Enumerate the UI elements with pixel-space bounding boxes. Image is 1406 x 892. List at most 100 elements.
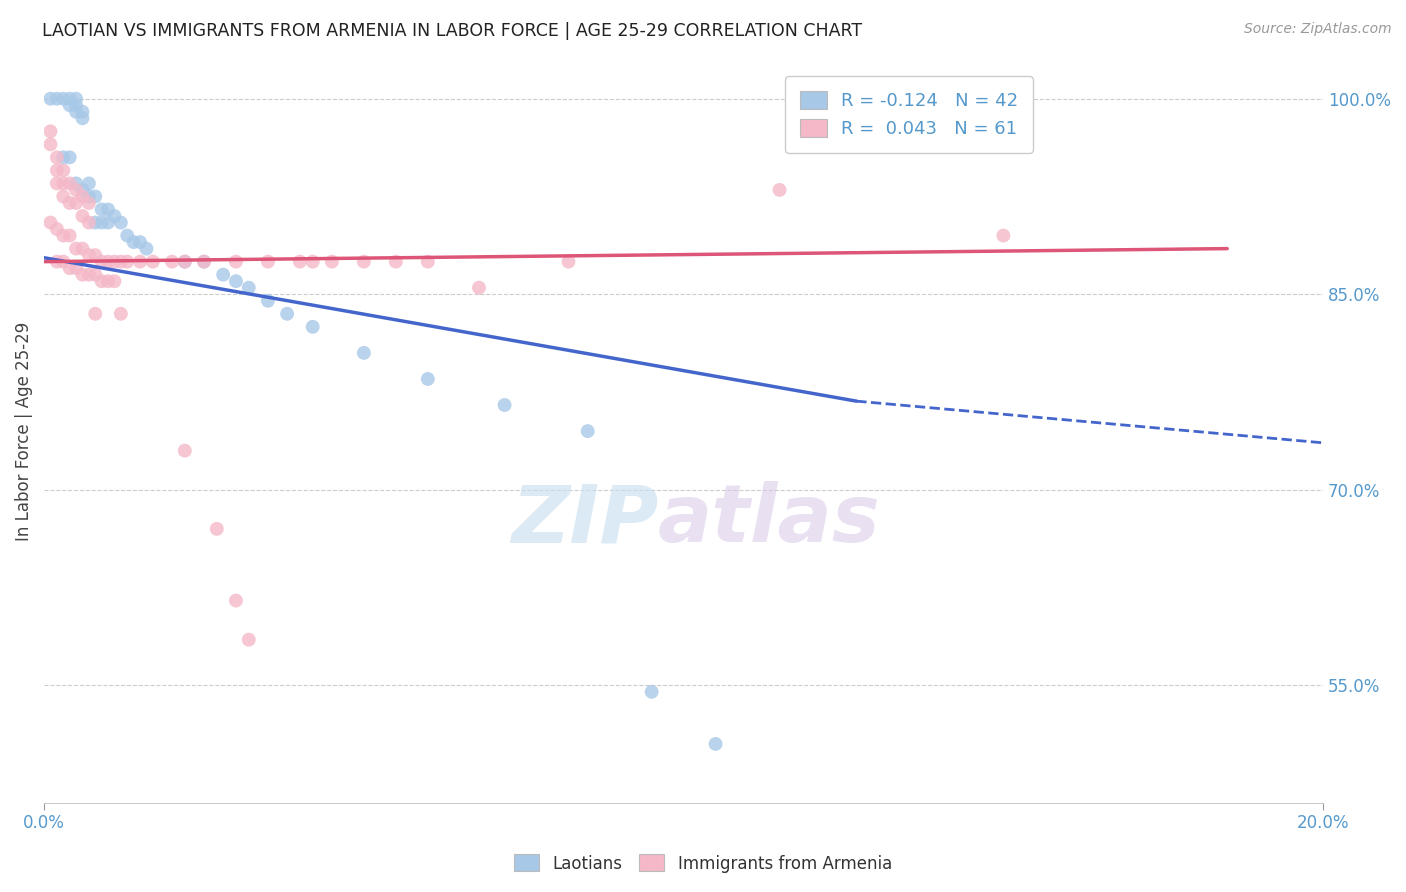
Point: [238, 281, 260, 295]
Point: [59, 98, 82, 112]
Point: [301, 319, 323, 334]
Point: [353, 254, 375, 268]
Legend: R = -0.124   N = 42, R =  0.043   N = 61: R = -0.124 N = 42, R = 0.043 N = 61: [785, 76, 1033, 153]
Point: [129, 235, 152, 249]
Point: [72, 183, 94, 197]
Point: [52, 177, 75, 191]
Text: ZIP: ZIP: [510, 482, 658, 559]
Point: [77, 177, 100, 191]
Point: [301, 254, 323, 268]
Point: [65, 261, 87, 276]
Point: [173, 443, 195, 458]
Point: [173, 254, 195, 268]
Point: [39, 137, 62, 152]
Point: [52, 150, 75, 164]
Point: [77, 268, 100, 282]
Point: [212, 268, 235, 282]
Point: [65, 196, 87, 211]
Point: [84, 189, 107, 203]
Point: [97, 254, 120, 268]
Point: [110, 254, 132, 268]
Point: [122, 235, 145, 249]
Point: [257, 293, 280, 308]
Point: [142, 254, 165, 268]
Point: [205, 522, 228, 536]
Point: [135, 242, 157, 256]
Point: [494, 398, 516, 412]
Point: [52, 189, 75, 203]
Point: [39, 124, 62, 138]
Point: [65, 98, 87, 112]
Point: [39, 215, 62, 229]
Point: [77, 248, 100, 262]
Point: [90, 274, 112, 288]
Point: [416, 372, 439, 386]
Point: [416, 254, 439, 268]
Point: [993, 228, 1015, 243]
Point: [45, 150, 67, 164]
Point: [225, 254, 247, 268]
Point: [90, 202, 112, 217]
Point: [557, 254, 579, 268]
Point: [103, 209, 125, 223]
Legend: Laotians, Immigrants from Armenia: Laotians, Immigrants from Armenia: [508, 847, 898, 880]
Point: [45, 163, 67, 178]
Point: [59, 150, 82, 164]
Point: [385, 254, 408, 268]
Point: [103, 274, 125, 288]
Point: [321, 254, 343, 268]
Point: [225, 274, 247, 288]
Text: atlas: atlas: [658, 482, 880, 559]
Point: [45, 222, 67, 236]
Point: [59, 92, 82, 106]
Point: [59, 228, 82, 243]
Point: [72, 209, 94, 223]
Point: [90, 215, 112, 229]
Point: [45, 92, 67, 106]
Point: [129, 254, 152, 268]
Point: [288, 254, 311, 268]
Point: [59, 196, 82, 211]
Point: [45, 177, 67, 191]
Point: [77, 215, 100, 229]
Point: [72, 242, 94, 256]
Point: [59, 177, 82, 191]
Point: [768, 183, 790, 197]
Point: [52, 228, 75, 243]
Point: [84, 248, 107, 262]
Point: [72, 268, 94, 282]
Point: [193, 254, 215, 268]
Y-axis label: In Labor Force | Age 25-29: In Labor Force | Age 25-29: [15, 321, 32, 541]
Point: [160, 254, 183, 268]
Point: [77, 196, 100, 211]
Point: [65, 104, 87, 119]
Point: [640, 685, 662, 699]
Point: [225, 593, 247, 607]
Point: [77, 189, 100, 203]
Point: [84, 215, 107, 229]
Point: [468, 281, 491, 295]
Point: [52, 254, 75, 268]
Point: [84, 307, 107, 321]
Point: [576, 424, 599, 438]
Point: [45, 254, 67, 268]
Point: [72, 104, 94, 119]
Point: [84, 268, 107, 282]
Point: [65, 242, 87, 256]
Point: [97, 215, 120, 229]
Point: [72, 112, 94, 126]
Point: [97, 274, 120, 288]
Point: [110, 215, 132, 229]
Point: [39, 92, 62, 106]
Point: [52, 163, 75, 178]
Point: [110, 307, 132, 321]
Point: [704, 737, 727, 751]
Point: [59, 261, 82, 276]
Point: [276, 307, 298, 321]
Point: [238, 632, 260, 647]
Point: [353, 346, 375, 360]
Point: [65, 177, 87, 191]
Point: [117, 228, 139, 243]
Point: [173, 254, 195, 268]
Point: [65, 92, 87, 106]
